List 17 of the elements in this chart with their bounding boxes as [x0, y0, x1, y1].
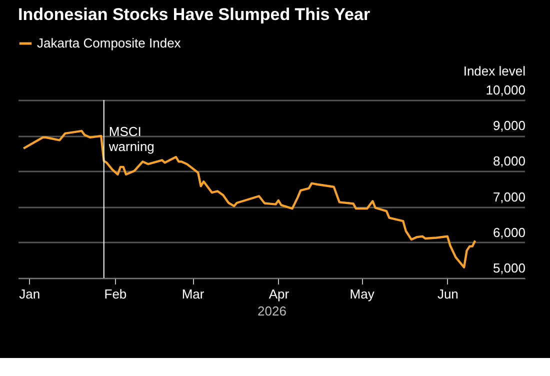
legend-label: Jakarta Composite Index	[37, 36, 182, 50]
chart-title: Indonesian Stocks Have Slumped This Year	[18, 5, 370, 24]
x-tick-label: May	[350, 286, 375, 302]
x-tick-label: Jan	[19, 286, 40, 302]
x-tick-label: Feb	[104, 286, 127, 302]
x-tick-label: Mar	[182, 286, 205, 302]
y-tick-label: 10,000	[486, 82, 526, 98]
y-tick-label: 8,000	[492, 154, 526, 169]
y-tick-label: 9,000	[492, 118, 526, 134]
y-axis-title: Index level	[463, 64, 526, 78]
ref-line-label: MSCI warning	[108, 124, 154, 154]
y-tick-label: 7,000	[492, 189, 526, 204]
y-tick-label: 5,000	[492, 260, 526, 276]
y-tick-label: 6,000	[492, 224, 526, 240]
x-tick-label: Apr	[268, 286, 290, 302]
x-axis-title: 2026	[258, 304, 286, 318]
x-tick-label: Jun	[437, 286, 458, 302]
